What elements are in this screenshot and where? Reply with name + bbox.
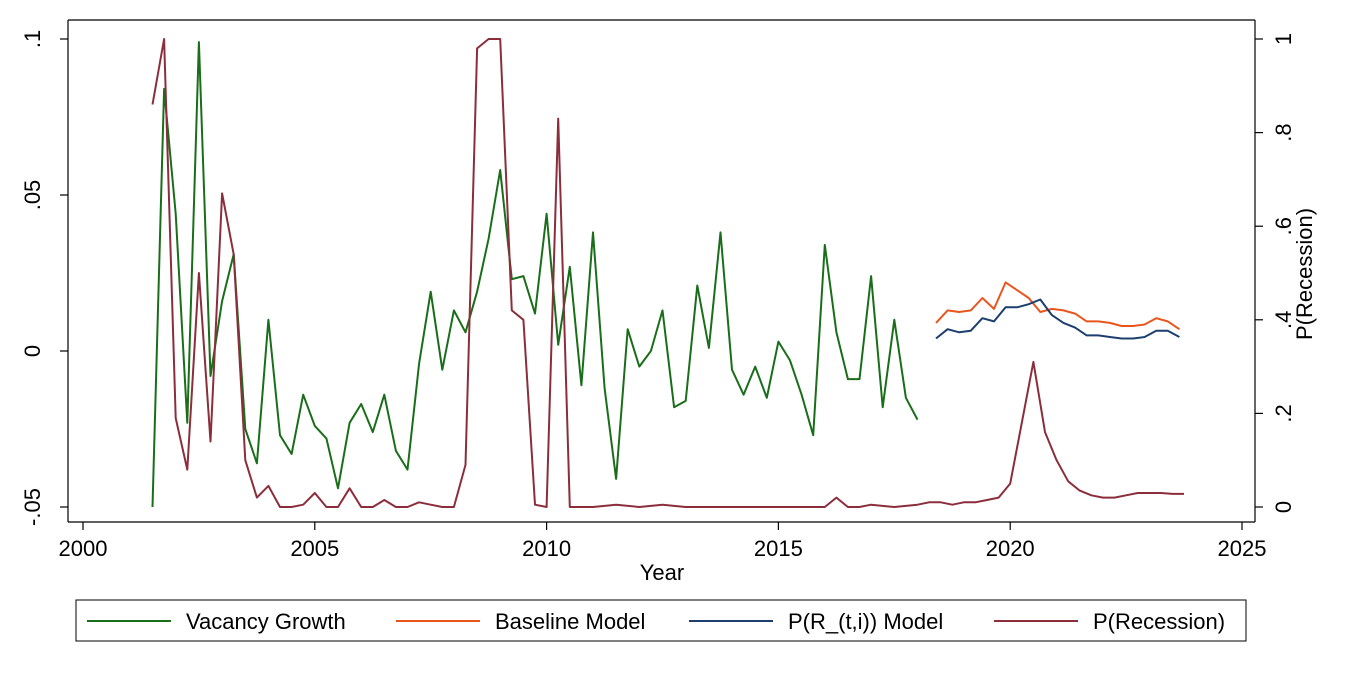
legend-label-vacancy-growth: Vacancy Growth (186, 609, 346, 634)
x-axis-ticks: 2000 2005 2010 2015 2020 2025 (59, 522, 1267, 561)
series-line-p-r-t-i-model (935, 298, 1180, 340)
right-y-axis-title: P(Recession) (1292, 208, 1317, 340)
right-y-tick-label: .6 (1271, 217, 1296, 235)
right-y-tick-label: 0 (1271, 501, 1296, 513)
left-y-tick-label: .05 (20, 180, 45, 211)
series-line-p-recession (151, 38, 1184, 508)
right-y-tick-label: .4 (1271, 311, 1296, 329)
x-tick-label: 2005 (290, 536, 339, 561)
right-y-tick-label: .8 (1271, 123, 1296, 141)
legend-label-baseline-model: Baseline Model (495, 609, 645, 634)
x-tick-label: 2000 (59, 536, 108, 561)
x-axis-title: Year (640, 560, 684, 585)
left-y-axis-ticks: -.05 0 .05 .1 (20, 30, 68, 526)
series-lines (151, 38, 1184, 508)
left-y-tick-label: 0 (20, 345, 45, 357)
x-tick-label: 2020 (986, 536, 1035, 561)
x-tick-label: 2010 (522, 536, 571, 561)
x-tick-label: 2025 (1218, 536, 1267, 561)
legend: Vacancy Growth Baseline Model P(R_(t,i)) M… (87, 609, 1225, 634)
series-line-baseline-model (935, 281, 1180, 331)
legend-label-p-recession: P(Recession) (1093, 609, 1225, 634)
x-tick-label: 2015 (754, 536, 803, 561)
right-y-axis-ticks: 0 .2 .4 .6 .8 1 (1255, 33, 1296, 513)
left-y-tick-label: .1 (20, 30, 45, 48)
series-line-vacancy-growth (151, 41, 919, 508)
right-y-tick-label: 1 (1271, 33, 1296, 45)
legend-label-p-r-t-i-model: P(R_(t,i)) Model (788, 609, 943, 634)
right-y-tick-label: .2 (1271, 404, 1296, 422)
left-y-tick-label: -.05 (20, 488, 45, 526)
